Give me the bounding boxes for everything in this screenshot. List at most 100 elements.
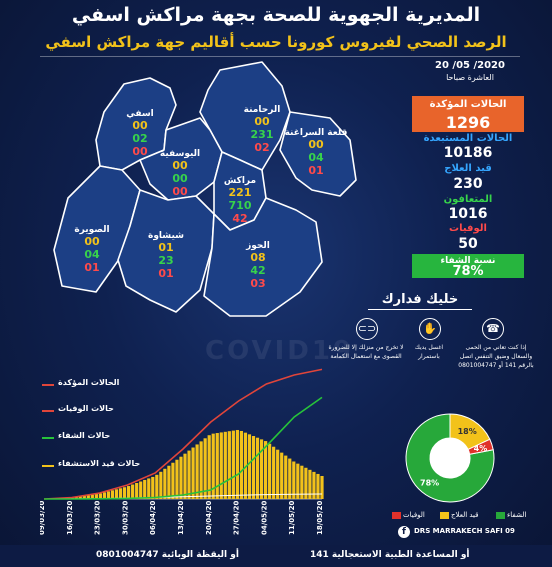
hospitalized-bar bbox=[110, 490, 115, 499]
hospitalized-bar bbox=[251, 436, 256, 499]
pie-legend-swatch-deaths bbox=[392, 512, 401, 519]
province-value: 00 bbox=[84, 235, 100, 248]
hospitalized-bar bbox=[320, 476, 324, 499]
hand-wash-icon: ✋ bbox=[419, 318, 441, 340]
hospitalized-bar bbox=[118, 488, 123, 499]
hospitalized-bar bbox=[203, 438, 207, 499]
hospitalized-bar bbox=[227, 431, 231, 499]
province-value: 42 bbox=[250, 264, 265, 277]
province-chichaoua-shape bbox=[117, 189, 215, 313]
recovered-label: المتعافون bbox=[443, 194, 493, 205]
treatment-label: قيد العلاج bbox=[444, 163, 492, 174]
hospitalized-bar bbox=[195, 444, 199, 499]
province-name: اسفي bbox=[126, 109, 154, 119]
legend-deaths: حالات الوفيات bbox=[58, 404, 114, 413]
x-tick-label: 11/05/20 bbox=[288, 501, 296, 535]
province-value: 00 bbox=[172, 185, 188, 198]
hospitalized-bar bbox=[183, 453, 187, 499]
donut-slice-label: 78% bbox=[420, 479, 439, 488]
hospitalized-bar bbox=[187, 450, 191, 499]
hospitalized-bar bbox=[78, 496, 82, 499]
hospitalized-bar bbox=[231, 430, 235, 499]
pie-legend-recovered: الشفاء bbox=[507, 511, 527, 519]
confirmed-label: الحالات المؤكدة bbox=[429, 99, 507, 110]
x-tick-label: 09/03/20 bbox=[40, 501, 46, 535]
province-name: اليوسفية bbox=[160, 149, 200, 159]
stay-home-underline bbox=[368, 309, 472, 310]
hospitalized-bar bbox=[300, 465, 304, 499]
hospitalized-bar bbox=[268, 443, 272, 499]
hospitalized-bar bbox=[82, 495, 86, 499]
recovery-rate-value: 78% bbox=[452, 264, 484, 279]
tip-mask: لا تخرج من منزلك إلا للضرورة القصوى مع ا… bbox=[328, 344, 404, 360]
hospitalized-bar bbox=[316, 473, 320, 499]
province-value: 08 bbox=[250, 251, 265, 264]
province-value: 00 bbox=[172, 172, 188, 185]
report-time: العاشرة صباحا bbox=[446, 73, 494, 82]
province-name: الحوز bbox=[245, 241, 270, 251]
hospitalized-bar bbox=[135, 483, 139, 499]
tip-call: إذا كنت تعاني من الحمى والسعال وضيق التن… bbox=[458, 344, 534, 369]
hospitalized-bar bbox=[122, 487, 127, 499]
confirmed-box bbox=[412, 96, 524, 132]
province-value: 03 bbox=[250, 277, 265, 290]
province-value: 00 bbox=[132, 145, 148, 158]
hospitalized-bar bbox=[179, 456, 183, 499]
hospitalized-bar bbox=[272, 446, 276, 499]
province-value: 02 bbox=[132, 132, 147, 145]
legend-swatch-recovered bbox=[42, 437, 54, 439]
hospitalized-bar bbox=[94, 494, 98, 499]
hospitalized-bar bbox=[239, 430, 244, 499]
x-tick-label: 27/04/20 bbox=[233, 501, 241, 535]
hospitalized-bar bbox=[139, 481, 143, 499]
pie-legend-treatment: قيد العلاج bbox=[451, 511, 479, 519]
province-name: شيشاوة bbox=[148, 231, 184, 241]
footer-samu: أو المساعدة الطبية الاستعجالية 141 bbox=[310, 550, 470, 560]
confirmed-value: 1296 bbox=[445, 113, 491, 132]
recovery-rate-box bbox=[412, 254, 524, 278]
hospitalized-bar bbox=[255, 437, 260, 499]
province-value: 231 bbox=[251, 128, 274, 141]
x-tick-label: 04/05/20 bbox=[260, 501, 268, 535]
donut-slice-label: 4% bbox=[474, 444, 488, 453]
legend-swatch-deaths bbox=[42, 410, 54, 412]
hospitalized-bar bbox=[304, 467, 308, 499]
hospitalized-bar bbox=[235, 429, 239, 499]
hospitalized-bar bbox=[276, 449, 280, 499]
excluded-value: 10186 bbox=[443, 145, 493, 161]
hospitalized-bar bbox=[211, 433, 215, 499]
hospitalized-bar bbox=[308, 469, 312, 499]
excluded-label: الحالات المستبعدة bbox=[423, 133, 513, 144]
hospitalized-bar bbox=[167, 465, 171, 499]
province-value: 00 bbox=[172, 159, 188, 172]
province-value: 00 bbox=[132, 119, 148, 132]
province-value: 00 bbox=[254, 115, 270, 128]
hospitalized-bar bbox=[312, 471, 316, 499]
hospitalized-bar bbox=[284, 455, 288, 499]
phone-icon: ☎ bbox=[482, 318, 504, 340]
facebook-handle: DRS MARRAKECH SAFI 09 bbox=[414, 527, 515, 535]
legend-confirmed: الحالات المؤكدة bbox=[58, 378, 120, 387]
x-tick-label: 16/03/20 bbox=[66, 501, 74, 535]
province-value: 00 bbox=[308, 138, 324, 151]
province-value: 42 bbox=[232, 212, 247, 225]
hospitalized-bar bbox=[175, 459, 179, 499]
hospitalized-bar bbox=[171, 462, 175, 499]
hospitalized-bar bbox=[159, 471, 163, 499]
province-value: 02 bbox=[254, 141, 269, 154]
province-name: مراكش bbox=[224, 176, 256, 186]
province-value: 01 bbox=[84, 261, 99, 274]
x-tick-label: 30/03/20 bbox=[121, 501, 129, 535]
recovered-value: 1016 bbox=[448, 206, 488, 222]
facebook-icon: f bbox=[398, 526, 410, 538]
province-haouz-shape bbox=[203, 197, 323, 317]
legend-swatch-confirmed bbox=[42, 384, 54, 386]
province-name: الرحامنة bbox=[244, 105, 281, 115]
province-value: 710 bbox=[229, 199, 252, 212]
line-chart: 09/03/20 16/03/20 23/03/20 30/03/20 06/04/20… bbox=[40, 368, 324, 535]
hospitalized-bar bbox=[263, 441, 268, 499]
deaths-label: الوفيات bbox=[449, 223, 487, 234]
hospitalized-bar bbox=[199, 441, 203, 499]
